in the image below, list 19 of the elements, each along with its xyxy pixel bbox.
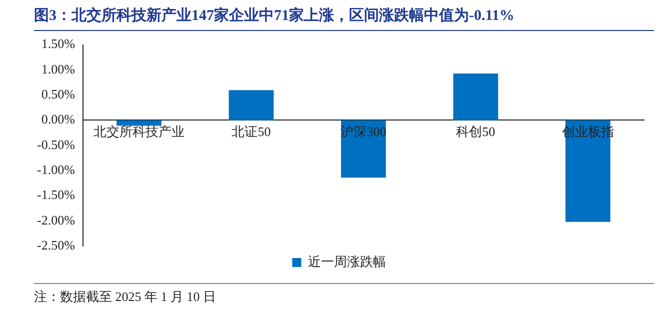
y-tick-label: 0.00% (41, 112, 76, 127)
y-tick-label: -2.50% (36, 237, 76, 252)
chart-title: 图3：北交所科技新产业147家企业中71家上涨，区间涨跌幅中值为-0.11% (34, 6, 514, 25)
y-tick-label: -2.00% (36, 212, 76, 228)
x-tick-label: 科创50 (456, 124, 496, 140)
x-tick-label: 北交所科技产业 (94, 124, 185, 140)
bar (453, 73, 498, 120)
y-tick-label: 1.00% (41, 61, 76, 76)
bar (228, 90, 274, 120)
bar (116, 120, 162, 126)
y-tick-label: 0.50% (41, 86, 76, 102)
y-tick-label: -1.50% (36, 187, 76, 202)
text: 注：数据截至 2025 年 1 月 10 日 (34, 288, 216, 306)
y-tick-label: 1.50% (41, 36, 76, 52)
y-tick-label: -0.50% (36, 136, 76, 152)
x-tick-label: 北证50 (232, 124, 271, 140)
y-tick-label: -1.00% (36, 162, 76, 177)
bar (341, 120, 386, 178)
legend-label: 近一周涨跌幅 (308, 254, 386, 269)
